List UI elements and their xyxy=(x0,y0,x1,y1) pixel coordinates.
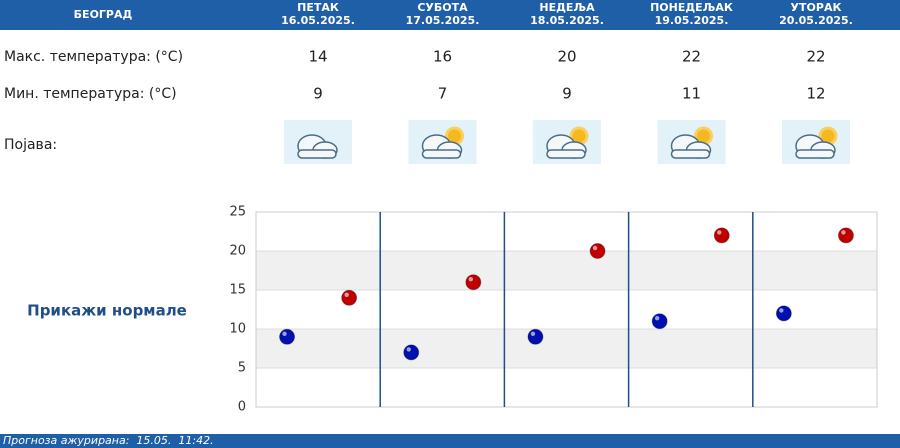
weather-icon xyxy=(408,120,477,164)
dot-highlight xyxy=(841,230,846,235)
temp-dot xyxy=(651,313,668,330)
phenomenon-label: Појава: xyxy=(4,137,57,153)
day-date: 20.05.2025. xyxy=(779,14,853,27)
dot-highlight xyxy=(468,277,474,282)
dot-highlight xyxy=(779,308,784,313)
dot-highlight xyxy=(717,230,722,235)
footer-text: Прогноза ажурирана: 15.05. 11:42. xyxy=(3,434,214,447)
min-value: 9 xyxy=(562,85,572,103)
y-tick-label: 15 xyxy=(229,283,246,298)
temp-dot xyxy=(403,344,420,361)
min-value: 9 xyxy=(313,85,323,103)
max-value: 16 xyxy=(433,48,452,66)
temp-dot xyxy=(775,305,792,322)
normals-link[interactable]: Прикажи нормале xyxy=(27,302,187,320)
y-tick-label: 25 xyxy=(229,205,246,220)
footer-bar xyxy=(0,434,900,448)
y-tick-label: 20 xyxy=(229,244,246,259)
weather-icon xyxy=(284,120,352,164)
plot-frame xyxy=(255,211,878,408)
day-date: 16.05.2025. xyxy=(281,14,355,27)
city-name: БЕОГРАД xyxy=(74,8,133,21)
icon-cloud-base xyxy=(670,149,711,159)
weather-icon xyxy=(657,120,726,164)
y-tick-label: 5 xyxy=(238,361,246,376)
grid-band xyxy=(256,329,877,368)
weather-icon xyxy=(533,120,601,164)
min-label: Мин. температура: (°C) xyxy=(4,86,177,102)
day-date: 19.05.2025. xyxy=(655,14,729,27)
dot-highlight xyxy=(654,316,660,321)
max-label: Макс. температура: (°C) xyxy=(4,49,183,65)
temp-dot xyxy=(527,328,544,345)
dot-highlight xyxy=(406,347,411,352)
temp-dot xyxy=(713,227,730,244)
icon-cloud-base xyxy=(546,149,586,159)
day-name: УТОРАК xyxy=(791,1,842,14)
icon-cloud-base xyxy=(421,149,462,159)
grid-band xyxy=(256,251,877,290)
day-name: ПЕТАК xyxy=(297,1,339,14)
icon-cloud-base xyxy=(297,149,337,159)
day-name: ПОНЕДЕЉАК xyxy=(650,1,733,14)
y-tick-label: 0 xyxy=(238,400,246,415)
day-date: 17.05.2025. xyxy=(406,14,480,27)
weather-icon xyxy=(782,120,850,164)
day-name: СУБОТА xyxy=(417,1,468,14)
max-value: 20 xyxy=(557,48,576,66)
min-value: 11 xyxy=(682,85,701,103)
temp-dot xyxy=(837,227,854,244)
y-tick-label: 10 xyxy=(229,322,246,337)
day-date: 18.05.2025. xyxy=(530,14,604,27)
min-value: 7 xyxy=(438,85,448,103)
max-value: 22 xyxy=(682,48,701,66)
max-value: 22 xyxy=(806,48,825,66)
min-value: 12 xyxy=(806,85,825,103)
max-value: 14 xyxy=(308,48,327,66)
day-name: НЕДЕЉА xyxy=(539,1,595,14)
temp-dot xyxy=(589,243,606,259)
temp-dot xyxy=(465,274,482,291)
temp-dot xyxy=(341,289,358,306)
dot-highlight xyxy=(592,245,598,251)
icon-cloud-base xyxy=(795,149,835,159)
dot-highlight xyxy=(282,331,287,336)
dot-highlight xyxy=(530,331,536,336)
temp-dot xyxy=(279,328,296,345)
dot-highlight xyxy=(344,292,349,297)
header-bar xyxy=(0,0,900,30)
